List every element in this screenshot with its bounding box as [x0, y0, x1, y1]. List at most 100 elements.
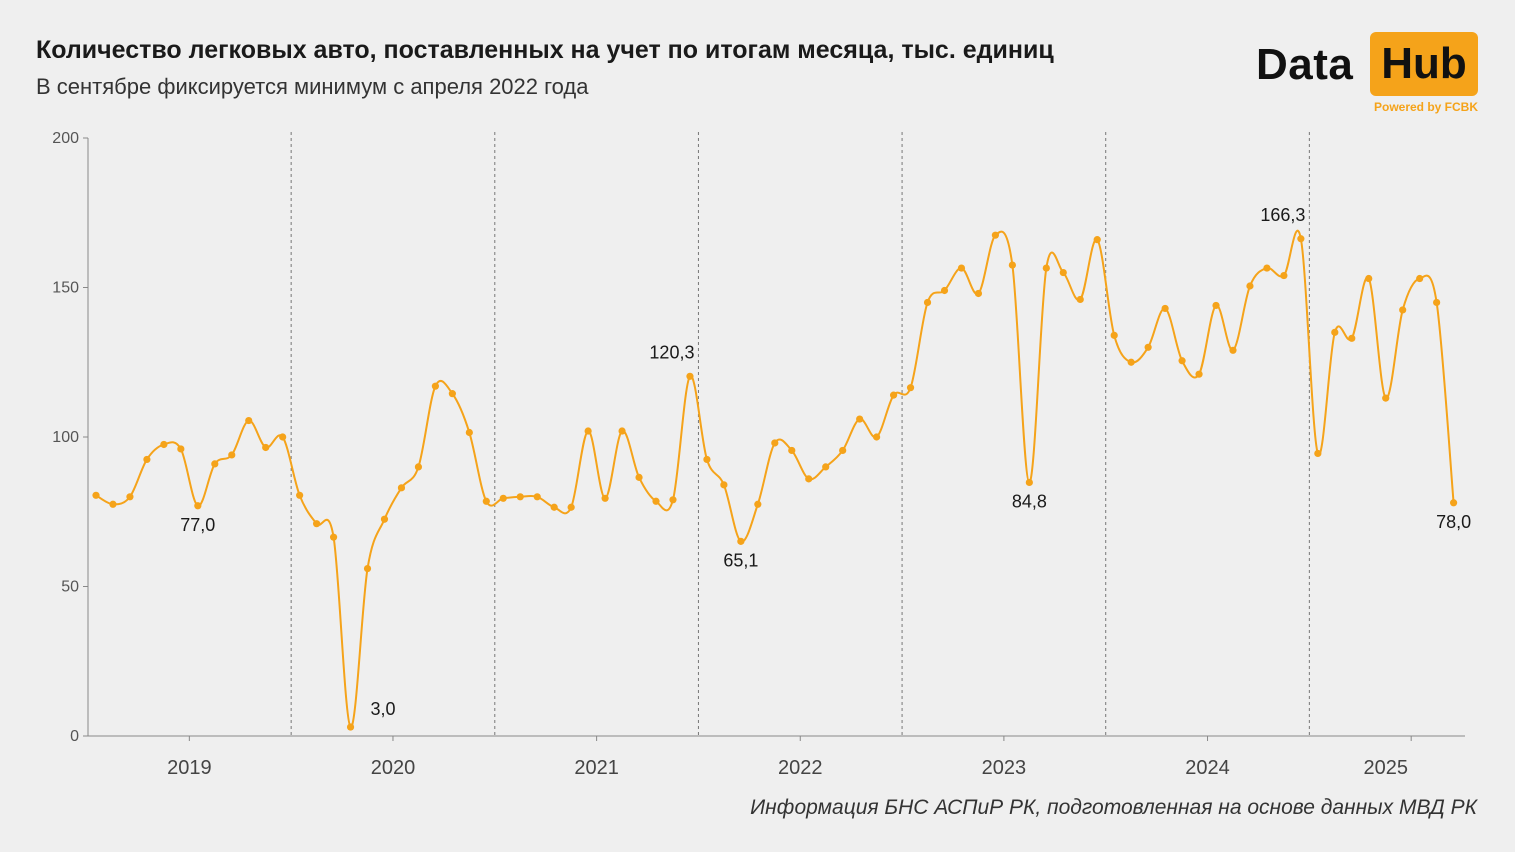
- data-point: [296, 491, 304, 499]
- data-label: 84,8: [1012, 491, 1047, 511]
- data-label: 3,0: [371, 699, 396, 719]
- x-year-label: 2024: [1185, 757, 1230, 779]
- data-point: [177, 445, 185, 453]
- data-point: [1059, 268, 1067, 277]
- series-line: [95, 229, 1455, 729]
- data-point: [567, 503, 575, 511]
- data-point: [1365, 274, 1373, 283]
- y-tick-label: 50: [61, 579, 79, 596]
- data-point: [397, 484, 406, 492]
- data-point: [1450, 499, 1458, 507]
- data-point: [635, 473, 643, 481]
- data-point: [1297, 235, 1305, 243]
- x-year-label: 2022: [778, 757, 823, 779]
- data-point: [856, 415, 864, 423]
- y-tick-label: 200: [52, 130, 79, 147]
- data-point: [550, 503, 558, 511]
- data-point: [313, 520, 321, 528]
- data-point: [380, 515, 389, 523]
- data-point: [1314, 449, 1322, 458]
- data-point: [1382, 394, 1390, 402]
- data-point: [1399, 306, 1407, 314]
- data-point: [482, 497, 490, 505]
- x-year-label: 2021: [574, 757, 619, 779]
- datahub-logo: Data Hub Powered by FCBK: [1256, 32, 1480, 116]
- data-point: [1042, 264, 1050, 272]
- data-point: [686, 372, 694, 380]
- data-point: [1212, 301, 1220, 310]
- data-point: [431, 382, 439, 390]
- data-point: [873, 433, 881, 441]
- data-point: [1127, 358, 1135, 366]
- data-point: [923, 298, 932, 307]
- data-point: [1008, 261, 1016, 269]
- data-point: [703, 455, 711, 464]
- data-point: [194, 502, 202, 510]
- data-point: [906, 384, 915, 392]
- data-point: [601, 494, 609, 502]
- data-label: 78,0: [1436, 512, 1471, 532]
- logo-hub-badge: Hub: [1370, 32, 1478, 96]
- data-point: [1110, 331, 1118, 339]
- data-point: [1161, 304, 1169, 313]
- data-point: [245, 416, 253, 425]
- data-point: [754, 500, 762, 508]
- logo-data-text: Data: [1256, 40, 1354, 89]
- data-point: [516, 493, 524, 501]
- data-point: [1348, 334, 1356, 342]
- x-year-label: 2023: [982, 757, 1027, 779]
- data-point: [346, 723, 355, 731]
- data-point: [1195, 370, 1203, 378]
- data-point: [465, 428, 473, 437]
- data-point: [1280, 271, 1288, 280]
- data-point: [363, 564, 372, 573]
- data-point: [1331, 328, 1339, 336]
- data-point: [499, 494, 507, 502]
- data-label: 166,3: [1260, 205, 1305, 225]
- data-point: [1416, 274, 1424, 283]
- x-year-label: 2020: [371, 757, 416, 779]
- data-point: [126, 493, 134, 501]
- source-note: Информация БНС АСПиР РК, подготовленная …: [750, 796, 1477, 819]
- data-point: [584, 427, 592, 435]
- data-point: [1076, 295, 1084, 304]
- data-point: [92, 491, 100, 499]
- data-label: 120,3: [649, 342, 694, 362]
- y-tick-label: 100: [52, 429, 79, 446]
- chart-title: Количество легковых авто, поставленных н…: [36, 36, 1054, 64]
- data-point: [143, 455, 151, 464]
- data-point: [329, 533, 338, 541]
- data-point: [1093, 236, 1101, 244]
- data-point: [737, 537, 745, 545]
- data-point: [1144, 343, 1152, 351]
- data-point: [991, 231, 1000, 239]
- data-point: [889, 391, 898, 399]
- data-point: [957, 264, 966, 272]
- data-point: [1025, 478, 1033, 487]
- data-point: [822, 463, 830, 471]
- y-tick-label: 150: [52, 280, 79, 297]
- data-point: [160, 440, 168, 449]
- data-point: [262, 443, 270, 452]
- data-point: [788, 446, 796, 455]
- data-point: [1246, 282, 1254, 290]
- data-point: [805, 475, 813, 483]
- data-point: [533, 493, 541, 501]
- data-point: [618, 427, 626, 435]
- data-point: [279, 433, 287, 441]
- data-point: [940, 286, 949, 295]
- data-point: [1263, 264, 1271, 272]
- chart-subtitle: В сентябре фиксируется минимум с апреля …: [36, 74, 589, 99]
- data-label: 65,1: [723, 550, 758, 570]
- data-point: [974, 289, 983, 298]
- data-point: [1433, 298, 1441, 307]
- data-point: [211, 460, 219, 468]
- data-point: [669, 496, 677, 504]
- data-label: 77,0: [180, 515, 215, 535]
- data-point: [1178, 357, 1186, 365]
- data-point: [448, 390, 456, 398]
- data-point: [109, 500, 117, 508]
- x-year-label: 2019: [167, 757, 212, 779]
- data-point: [414, 463, 423, 471]
